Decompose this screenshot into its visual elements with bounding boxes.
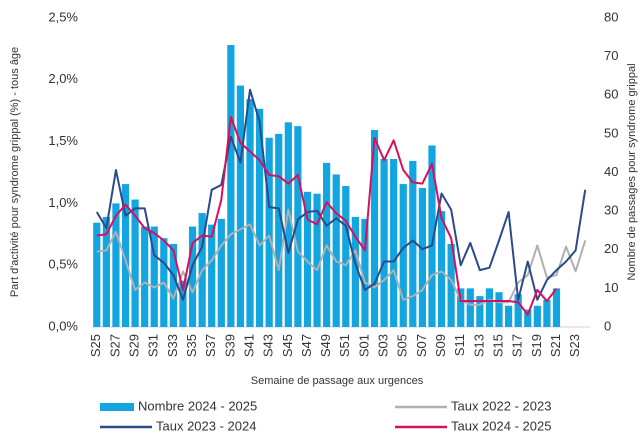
x-tick-label: S29 <box>127 334 142 357</box>
bar <box>418 187 427 327</box>
y-tick-label: 1,0% <box>48 195 78 210</box>
bar <box>524 309 532 327</box>
legend-swatch <box>100 403 134 411</box>
x-tick-label: S11 <box>452 334 467 356</box>
y2-tick-label: 10 <box>604 280 618 295</box>
bar <box>217 218 225 327</box>
bar <box>131 199 139 327</box>
y-tick-label: 0,5% <box>48 257 78 272</box>
bar <box>227 45 235 327</box>
bar <box>265 137 273 327</box>
bar <box>380 158 388 327</box>
legend-label: Taux 2023 - 2024 <box>156 418 256 433</box>
bar <box>246 99 254 327</box>
legend-label: Taux 2024 - 2025 <box>451 418 551 433</box>
bar <box>275 133 283 327</box>
line <box>95 88 587 301</box>
bar <box>93 222 101 327</box>
bar <box>294 126 302 328</box>
y-tick-label: 2,0% <box>48 71 78 86</box>
bar <box>476 296 484 327</box>
bar <box>361 218 369 327</box>
bar <box>169 243 178 327</box>
bar <box>466 288 474 327</box>
y2-tick-label: 50 <box>604 125 618 140</box>
bar <box>390 158 398 327</box>
bar <box>514 294 522 327</box>
x-tick-label: S01 <box>356 334 371 357</box>
x-tick-label: S45 <box>280 334 295 357</box>
x-tick-label: S41 <box>241 334 256 357</box>
bar <box>121 184 130 327</box>
bar <box>284 122 292 327</box>
bar <box>399 184 407 327</box>
x-tick-label: S27 <box>107 334 122 357</box>
y-tick-label: 2,5% <box>48 9 78 24</box>
x-tick-label: S03 <box>376 334 391 357</box>
bar <box>485 288 494 327</box>
bar <box>447 243 455 327</box>
bar <box>112 203 120 327</box>
x-tick-label: S47 <box>299 334 314 357</box>
bar <box>457 288 465 327</box>
y2-tick-label: 0 <box>604 318 611 333</box>
bar <box>533 305 541 327</box>
x-tick-label: S07 <box>414 334 429 357</box>
bar <box>552 288 561 327</box>
bar <box>437 211 446 327</box>
bar <box>543 299 551 327</box>
bar <box>179 280 187 327</box>
legend-label: Taux 2022 - 2023 <box>451 398 551 413</box>
x-tick-label: S21 <box>548 334 563 357</box>
x-axis-title: Semaine de passage aux urgences <box>251 375 424 387</box>
x-tick-label: S25 <box>88 334 103 357</box>
legend-label: Nombre 2024 - 2025 <box>138 398 257 413</box>
bar <box>208 224 216 327</box>
bar <box>342 186 350 327</box>
y2-tick-label: 70 <box>604 48 618 63</box>
y2-tick-label: 60 <box>604 87 618 102</box>
x-tick-label: S33 <box>165 334 180 357</box>
y2-tick-label: 80 <box>604 9 618 24</box>
bar <box>102 216 110 327</box>
x-tick-label: S19 <box>529 334 544 357</box>
x-tick-label: S39 <box>222 334 237 357</box>
x-tick-label: S05 <box>395 334 410 357</box>
x-tick-label: S23 <box>567 334 582 357</box>
x-tick-label: S31 <box>146 334 161 357</box>
x-tick-label: S37 <box>203 334 218 357</box>
bar <box>150 226 158 327</box>
y2-tick-label: 30 <box>604 203 618 218</box>
x-tick-label: S17 <box>510 334 525 357</box>
line <box>96 115 558 316</box>
bar <box>409 160 417 327</box>
x-tick-label: S49 <box>318 334 333 357</box>
bar <box>428 145 436 327</box>
x-tick-label: S51 <box>337 334 352 357</box>
x-tick-label: S13 <box>471 334 486 357</box>
y-tick-label: 0,0% <box>48 318 78 333</box>
x-tick-label: S15 <box>490 334 505 357</box>
bar <box>504 305 513 327</box>
y2-tick-label: 20 <box>604 241 618 256</box>
y-tick-label: 1,5% <box>48 133 78 148</box>
bar <box>313 193 321 327</box>
bar <box>495 292 503 327</box>
bar <box>255 108 264 327</box>
y2-axis-title: Nombre de passages pour syndrome grippal <box>626 63 638 280</box>
x-tick-label: S35 <box>184 334 199 357</box>
bar <box>303 191 312 327</box>
x-tick-label: S09 <box>433 334 448 357</box>
y-axis-title: Part d'activité pour syndrome grippal (%… <box>9 47 21 297</box>
y2-tick-label: 40 <box>604 164 618 179</box>
bar <box>370 130 379 327</box>
bar <box>351 216 359 327</box>
bar <box>188 226 197 327</box>
x-tick-label: S43 <box>261 334 276 357</box>
bar <box>236 85 245 327</box>
bar <box>141 226 149 327</box>
bar <box>332 174 340 327</box>
